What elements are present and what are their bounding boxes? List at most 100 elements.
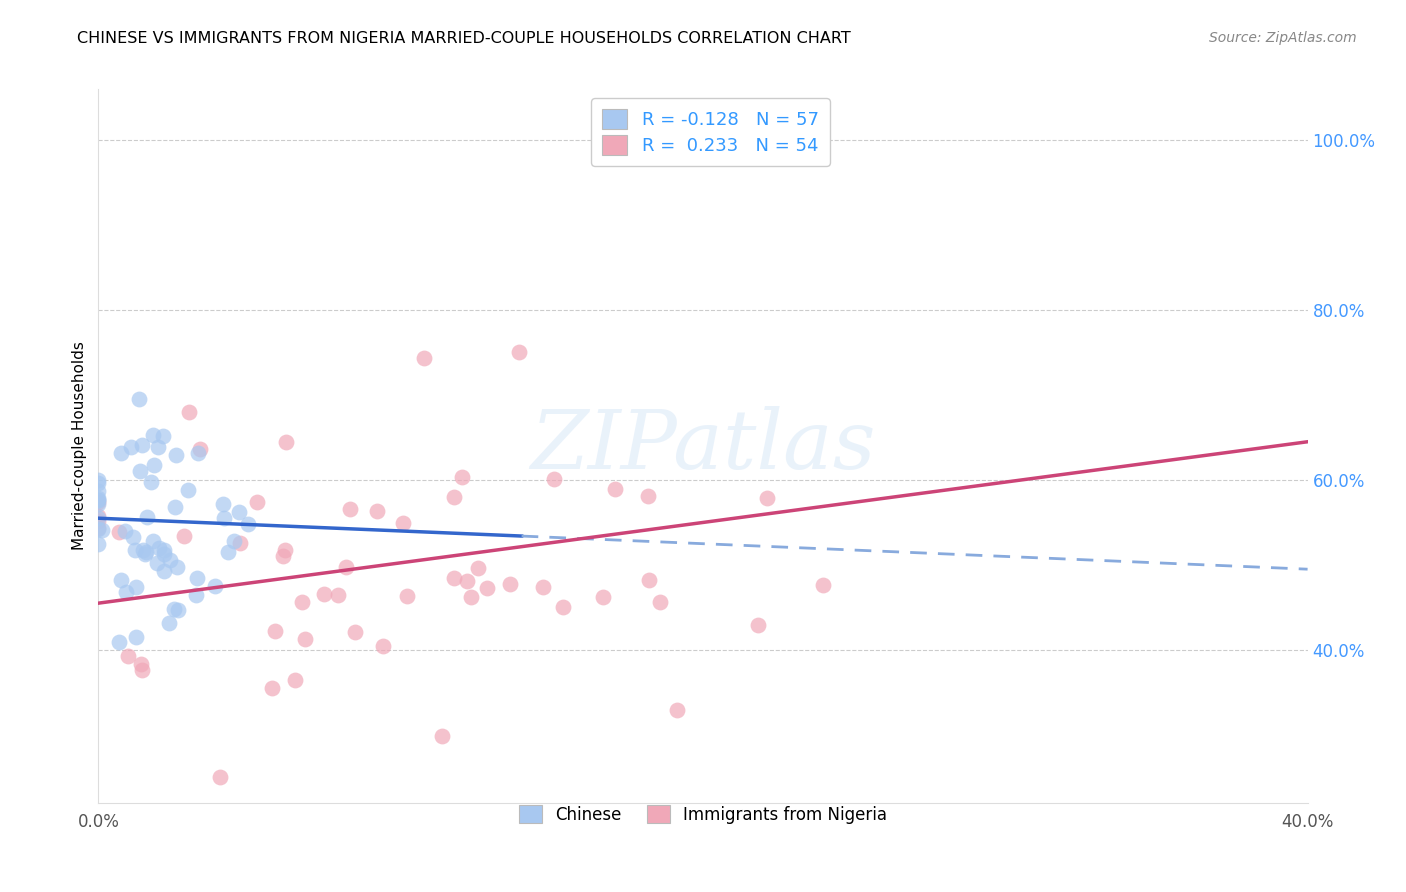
Text: CHINESE VS IMMIGRANTS FROM NIGERIA MARRIED-COUPLE HOUSEHOLDS CORRELATION CHART: CHINESE VS IMMIGRANTS FROM NIGERIA MARRI… (77, 31, 851, 46)
Point (451, 469, 474, 483)
Point (186, 571, 208, 585)
Point (443, 490, 465, 504)
Point (90, 524, 112, 538)
Text: ZIPatlas: ZIPatlas (530, 406, 876, 486)
Point (131, 438, 153, 452)
Point (120, 440, 142, 454)
Point (214, 511, 236, 525)
Point (108, 634, 131, 648)
Point (87, 537, 110, 551)
Point (260, 681, 283, 695)
Point (131, 543, 153, 558)
Point (366, 504, 388, 518)
Point (592, 591, 614, 605)
Point (543, 472, 565, 486)
Point (157, 616, 180, 631)
Point (87, 522, 110, 536)
Point (165, 500, 187, 514)
Y-axis label: Married-couple Households: Married-couple Households (72, 342, 87, 550)
Point (152, 547, 174, 561)
Point (125, 580, 148, 594)
Point (152, 428, 174, 442)
Point (184, 589, 207, 603)
Point (477, 582, 499, 596)
Point (114, 524, 136, 538)
Point (131, 663, 153, 677)
Point (335, 560, 357, 574)
Point (413, 351, 436, 366)
Point (177, 405, 200, 419)
Point (508, 345, 530, 359)
Point (122, 530, 145, 544)
Point (115, 585, 138, 599)
Point (271, 549, 294, 564)
Point (110, 574, 132, 588)
Point (371, 639, 394, 653)
Point (110, 446, 132, 460)
Point (173, 528, 195, 542)
Point (456, 574, 478, 589)
Point (222, 533, 245, 548)
Point (128, 392, 150, 407)
Point (648, 595, 671, 609)
Point (246, 495, 269, 509)
Point (396, 589, 419, 603)
Point (430, 730, 453, 744)
Point (284, 673, 307, 687)
Point (637, 489, 659, 503)
Point (87, 509, 110, 524)
Point (294, 632, 316, 647)
Point (87, 514, 110, 528)
Point (142, 428, 165, 442)
Point (124, 542, 146, 557)
Point (343, 624, 366, 639)
Point (747, 618, 769, 632)
Point (312, 587, 335, 601)
Point (87, 497, 110, 511)
Point (87, 483, 110, 498)
Point (159, 553, 181, 567)
Point (236, 516, 259, 531)
Point (276, 434, 298, 449)
Point (134, 547, 156, 561)
Point (87, 473, 110, 487)
Point (204, 579, 226, 593)
Point (263, 624, 285, 638)
Point (499, 577, 522, 591)
Point (209, 770, 232, 784)
Point (228, 505, 250, 519)
Point (531, 580, 554, 594)
Point (603, 483, 626, 497)
Point (129, 657, 152, 672)
Point (136, 509, 159, 524)
Point (87, 493, 110, 508)
Point (87, 495, 110, 509)
Point (443, 571, 465, 585)
Point (177, 483, 200, 498)
Point (87, 510, 110, 524)
Point (125, 630, 148, 644)
Point (87, 491, 110, 506)
Point (128, 464, 150, 478)
Point (638, 573, 661, 587)
Point (165, 448, 187, 462)
Point (211, 497, 233, 511)
Point (813, 578, 835, 592)
Point (146, 441, 169, 455)
Point (163, 601, 186, 615)
Point (87, 492, 110, 507)
Point (87, 521, 110, 535)
Point (274, 543, 297, 558)
Point (460, 591, 482, 605)
Point (229, 535, 252, 549)
Point (153, 542, 176, 557)
Point (142, 534, 165, 549)
Point (153, 564, 176, 578)
Point (467, 560, 489, 574)
Point (291, 595, 314, 609)
Legend: Chinese, Immigrants from Nigeria: Chinese, Immigrants from Nigeria (509, 795, 897, 834)
Point (339, 502, 361, 516)
Point (135, 544, 157, 558)
Point (187, 446, 209, 460)
Point (551, 600, 574, 615)
